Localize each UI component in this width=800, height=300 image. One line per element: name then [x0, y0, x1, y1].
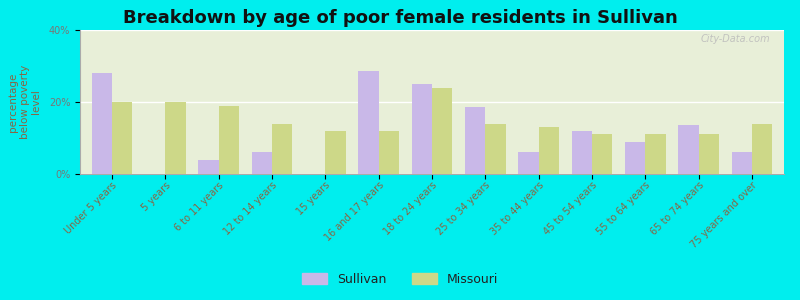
Bar — [465, 107, 486, 174]
Text: 55 to 64 years: 55 to 64 years — [595, 180, 653, 237]
Text: 25 to 34 years: 25 to 34 years — [435, 180, 493, 237]
Text: percentage
below poverty
level: percentage below poverty level — [8, 65, 42, 139]
Bar — [326, 131, 346, 174]
Bar — [486, 124, 506, 174]
Text: 16 and 17 years: 16 and 17 years — [322, 180, 386, 243]
Text: City-Data.com: City-Data.com — [700, 34, 770, 44]
Text: 35 to 44 years: 35 to 44 years — [489, 180, 546, 237]
Bar — [112, 102, 132, 174]
Bar — [752, 124, 772, 174]
Text: 45 to 54 years: 45 to 54 years — [542, 180, 599, 237]
Bar — [625, 142, 646, 174]
Text: 75 years and over: 75 years and over — [690, 180, 759, 250]
Bar — [218, 106, 239, 174]
Text: 5 years: 5 years — [140, 180, 173, 213]
Text: 6 to 11 years: 6 to 11 years — [173, 180, 226, 232]
Text: Under 5 years: Under 5 years — [63, 180, 119, 236]
Bar — [358, 71, 378, 174]
Bar — [698, 134, 719, 174]
Bar — [166, 102, 186, 174]
Bar — [678, 125, 698, 174]
Bar — [592, 134, 612, 174]
Legend: Sullivan, Missouri: Sullivan, Missouri — [297, 268, 503, 291]
Bar — [272, 124, 292, 174]
Text: 18 to 24 years: 18 to 24 years — [382, 180, 439, 237]
Bar — [432, 88, 452, 174]
Bar — [646, 134, 666, 174]
Bar — [198, 160, 218, 174]
Text: 15 years: 15 years — [295, 180, 333, 217]
Text: 65 to 74 years: 65 to 74 years — [649, 180, 706, 237]
Bar — [538, 127, 559, 174]
Bar — [92, 73, 112, 174]
Bar — [378, 131, 399, 174]
Bar — [252, 152, 272, 174]
Bar — [732, 152, 752, 174]
Bar — [572, 131, 592, 174]
Bar — [412, 84, 432, 174]
Bar — [518, 152, 538, 174]
Text: Breakdown by age of poor female residents in Sullivan: Breakdown by age of poor female resident… — [122, 9, 678, 27]
Text: 12 to 14 years: 12 to 14 years — [222, 180, 279, 237]
